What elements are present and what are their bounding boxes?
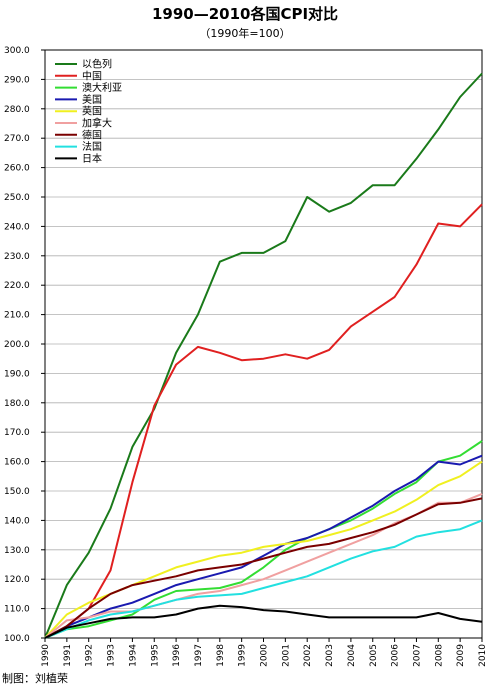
x-tick-label: 2008 — [434, 644, 444, 667]
x-tick-label: 2006 — [391, 644, 401, 667]
x-tick-label: 2000 — [260, 644, 270, 667]
chart-title: 1990—2010各国CPI对比 — [152, 5, 338, 23]
chart-subtitle: （1990年=100） — [199, 26, 290, 40]
y-tick-label: 160.0 — [4, 458, 30, 468]
x-tick-label: 2005 — [369, 644, 379, 667]
x-tick-label: 2004 — [347, 644, 357, 667]
x-tick-label: 2001 — [281, 644, 291, 667]
x-tick-label: 1992 — [85, 644, 95, 667]
y-tick-label: 180.0 — [4, 399, 30, 409]
y-tick-label: 290.0 — [4, 75, 30, 85]
y-tick-label: 140.0 — [4, 516, 30, 526]
x-tick-label: 2010 — [478, 644, 488, 667]
y-tick-label: 200.0 — [4, 340, 30, 350]
legend-label: 英国 — [82, 105, 102, 118]
y-tick-label: 100.0 — [4, 634, 30, 644]
x-tick-label: 1990 — [41, 644, 51, 667]
x-tick-label: 1999 — [238, 644, 248, 667]
x-tick-label: 1998 — [216, 644, 226, 667]
series-line — [44, 604, 483, 639]
legend-label: 德国 — [82, 128, 102, 141]
y-tick-label: 230.0 — [4, 252, 30, 262]
x-tick-label: 1996 — [172, 644, 182, 667]
y-tick-label: 150.0 — [4, 487, 30, 497]
x-tick-label: 1997 — [194, 644, 204, 667]
chart-credit: 制图：刘植荣 — [2, 671, 68, 685]
x-tick-label: 2002 — [303, 644, 313, 667]
series-line — [44, 72, 483, 639]
series-line — [44, 203, 483, 639]
x-tick-label: 2007 — [412, 644, 422, 667]
x-tick-label: 2009 — [456, 644, 466, 667]
y-tick-label: 130.0 — [4, 546, 30, 556]
series-lines — [44, 72, 483, 639]
legend-label: 法国 — [82, 140, 102, 153]
y-tick-label: 240.0 — [4, 222, 30, 232]
legend-label: 日本 — [82, 152, 102, 165]
grid-lines — [45, 79, 482, 609]
x-tick-label: 1994 — [128, 644, 138, 667]
legend-label: 以色列 — [82, 58, 112, 71]
y-tick-label: 300.0 — [4, 46, 30, 56]
x-tick-label: 1991 — [63, 644, 73, 667]
x-tick-label: 1993 — [107, 644, 117, 667]
y-tick-label: 210.0 — [4, 311, 30, 321]
y-tick-label: 260.0 — [4, 164, 30, 174]
series-line — [44, 454, 483, 639]
legend-label: 加拿大 — [82, 117, 112, 130]
axes: 100.0 110.0 120.0 130.0 140.0 150.0 160.0 170.0… — [4, 46, 488, 667]
y-tick-label: 190.0 — [4, 369, 30, 379]
y-tick-label: 170.0 — [4, 428, 30, 438]
legend-label: 中国 — [82, 69, 102, 82]
y-tick-label: 250.0 — [4, 193, 30, 203]
y-tick-label: 120.0 — [4, 575, 30, 585]
series-line — [44, 497, 483, 639]
series-line — [44, 519, 483, 639]
legend-label: 澳大利亚 — [82, 81, 122, 94]
y-tick-label: 270.0 — [4, 134, 30, 144]
y-tick-label: 110.0 — [4, 605, 30, 615]
x-tick-label: 2003 — [325, 644, 335, 667]
x-tick-label: 1995 — [150, 644, 160, 667]
y-tick-label: 280.0 — [4, 105, 30, 115]
y-tick-label: 220.0 — [4, 281, 30, 291]
legend-label: 美国 — [82, 93, 102, 106]
